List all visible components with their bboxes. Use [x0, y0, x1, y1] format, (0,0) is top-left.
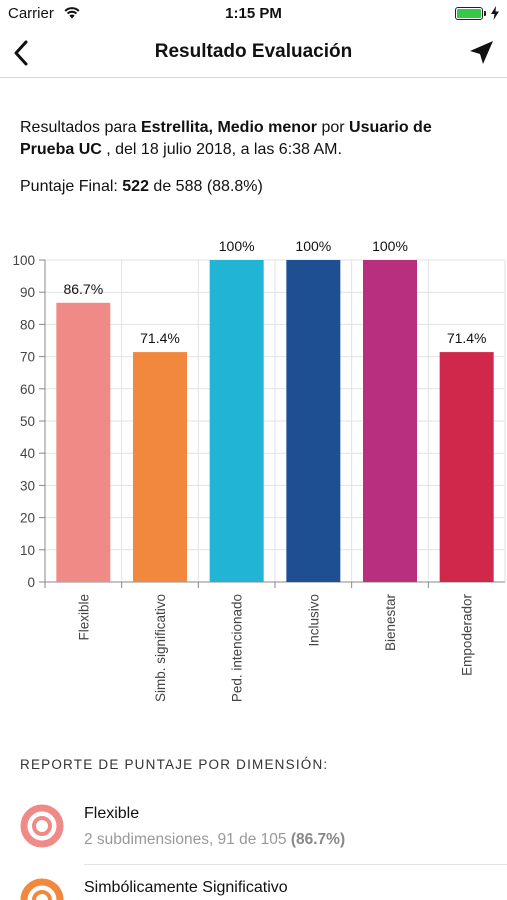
y-tick-label: 50	[20, 414, 35, 429]
navigation-bar: Resultado Evaluación	[0, 28, 507, 78]
y-tick-label: 80	[20, 317, 35, 332]
score-value: 522	[122, 178, 149, 195]
dimension-name: Simbólicamente Significativo	[84, 879, 288, 896]
dimension-name: Flexible	[84, 805, 140, 822]
bar-3	[286, 260, 341, 582]
y-tick-label: 20	[20, 511, 35, 526]
divider	[84, 864, 507, 865]
bar-data-label: 86.7%	[63, 281, 103, 297]
battery-tip	[484, 11, 486, 16]
x-tick-label: Flexible	[76, 594, 91, 641]
ring-icon	[20, 878, 64, 900]
battery-icon	[455, 7, 483, 20]
bar-chart: 0 10 20 30 40 50 60 70 80 90 100 86.7% Flexible 71.4%…	[12, 238, 506, 702]
x-tick-label: Bienestar	[383, 594, 398, 652]
status-time: 1:15 PM	[225, 5, 282, 22]
y-tick-label: 70	[20, 350, 35, 365]
dimension-summary-text: 2 subdimensiones, 91 de 105	[84, 831, 291, 848]
final-score: Puntaje Final: 522 de 588 (88.8%)	[20, 178, 263, 196]
x-tick-label: Ped. intencionado	[230, 594, 245, 702]
bar-data-label: 100%	[372, 238, 408, 254]
page-title: Resultado Evaluación	[154, 41, 353, 62]
y-tick-label: 100	[12, 253, 35, 268]
x-tick-label: Inclusivo	[306, 594, 321, 647]
bar-4	[363, 260, 417, 582]
y-tick-label: 90	[20, 285, 35, 300]
back-arrow-icon[interactable]	[8, 38, 38, 68]
info-user: Usuario de Prueba UC	[20, 119, 432, 158]
wifi-icon	[64, 7, 80, 19]
x-tick-label: Empoderador	[460, 594, 475, 676]
bar-5	[439, 352, 494, 582]
bar-data-label: 100%	[219, 238, 255, 254]
info-by: por	[317, 119, 350, 136]
send-icon[interactable]	[467, 38, 497, 68]
carrier-label: Carrier	[8, 5, 54, 22]
status-bar: Carrier 1:15 PM	[0, 0, 507, 28]
bar-data-label: 71.4%	[447, 330, 487, 346]
report-section-title: REPORTE DE PUNTAJE POR DIMENSIÓN:	[20, 757, 329, 772]
x-tick-label: Simb. significativo	[153, 594, 168, 702]
y-tick-label: 40	[20, 446, 35, 461]
dimension-summary: 2 subdimensiones, 91 de 105 (86.7%)	[84, 831, 345, 849]
charging-bolt-icon	[491, 6, 499, 20]
bar-data-label: 71.4%	[140, 330, 180, 346]
ring-icon	[20, 804, 64, 848]
y-tick-label: 0	[27, 575, 35, 590]
bar-0	[56, 302, 111, 582]
bar-data-label: 100%	[295, 238, 331, 254]
bar-2	[209, 260, 264, 582]
y-tick-label: 30	[20, 478, 35, 493]
score-of: de 588 (88.8%)	[148, 178, 263, 195]
bar-1	[133, 352, 187, 582]
info-child: Estrellita, Medio menor	[140, 119, 318, 136]
evaluation-info: Resultados para Estrellita, Medio menor …	[20, 117, 490, 161]
info-prefix: Resultados para	[20, 119, 141, 136]
dimension-percent: (86.7%)	[290, 831, 346, 848]
y-tick-label: 10	[20, 543, 35, 558]
y-tick-label: 60	[20, 382, 35, 397]
score-label: Puntaje Final:	[20, 178, 123, 195]
info-suffix: , del 18 julio 2018, a las 6:38 AM.	[101, 141, 342, 158]
